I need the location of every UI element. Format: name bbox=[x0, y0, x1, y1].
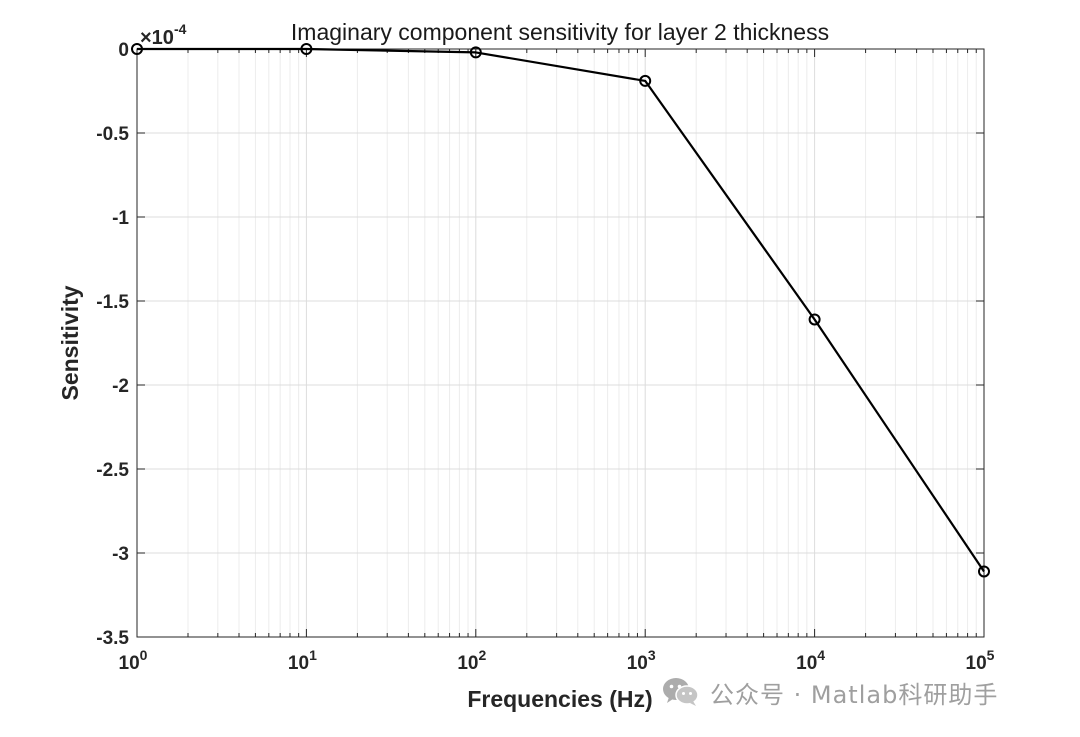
y-tick-label: -0.5 bbox=[96, 124, 129, 145]
x-tick-label-exponent: 3 bbox=[648, 647, 656, 663]
plot-background bbox=[137, 49, 984, 637]
data-point-marker bbox=[300, 43, 313, 55]
x-tick-label-exponent: 2 bbox=[478, 647, 486, 663]
y-tick-label: -3 bbox=[112, 544, 129, 565]
y-tick-label: -3.5 bbox=[96, 628, 129, 649]
y-tick-labels: 0 -0.5 -1 -1.5 -2 -2.5 -3 -3.5 bbox=[96, 40, 129, 649]
y-tick-label: -2 bbox=[112, 376, 129, 397]
chart-title: Imaginary component sensitivity for laye… bbox=[291, 19, 829, 45]
plot-frame bbox=[136, 48, 985, 638]
y-tick-label: 0 bbox=[118, 40, 129, 61]
x-axis-label: Frequencies (Hz) bbox=[467, 686, 652, 712]
x-tick-label-base: 10 bbox=[119, 653, 140, 674]
x-tick-label-base: 10 bbox=[966, 653, 987, 674]
x-tick-label-base: 10 bbox=[627, 653, 648, 674]
y-tick-label: -1 bbox=[112, 208, 129, 229]
x-tick-label-base: 10 bbox=[457, 653, 478, 674]
x-tick-label: 105 bbox=[966, 647, 995, 674]
x-tick-label-exponent: 0 bbox=[140, 647, 148, 663]
series-layer bbox=[131, 43, 990, 578]
x-tick-label-exponent: 1 bbox=[309, 647, 317, 663]
series-line bbox=[137, 47, 985, 573]
watermark-text: 公众号 · Matlab科研助手 bbox=[710, 680, 999, 709]
watermark: 公众号 · Matlab科研助手 bbox=[662, 672, 998, 712]
x-tick-label-exponent: 5 bbox=[987, 647, 995, 663]
x-tick-label: 100 bbox=[119, 647, 148, 674]
data-point-marker bbox=[469, 46, 482, 59]
x-tick-label: 103 bbox=[627, 647, 656, 674]
x-tick-label: 104 bbox=[796, 647, 825, 674]
y-tick-label: -1.5 bbox=[96, 292, 129, 313]
x-tick-label: 102 bbox=[457, 647, 486, 674]
y-axis-multiplier: ×10-4 bbox=[140, 21, 187, 49]
y-axis-multiplier-base: ×10 bbox=[140, 27, 174, 49]
y-axis-multiplier-exponent: -4 bbox=[174, 21, 187, 37]
data-point-marker bbox=[808, 313, 821, 326]
data-point-marker bbox=[131, 43, 143, 55]
y-axis-label: Sensitivity bbox=[57, 285, 83, 400]
x-tick-labels: 100 101 102 103 104 105 bbox=[119, 647, 995, 674]
data-point-marker bbox=[978, 565, 990, 578]
x-tick-label-exponent: 4 bbox=[817, 647, 825, 663]
wechat-icon bbox=[663, 678, 699, 706]
x-tick-label-base: 10 bbox=[288, 653, 309, 674]
x-tick-label: 101 bbox=[288, 647, 317, 674]
data-point-marker bbox=[639, 74, 652, 87]
x-tick-label-base: 10 bbox=[796, 653, 817, 674]
y-tick-label: -2.5 bbox=[96, 460, 129, 481]
